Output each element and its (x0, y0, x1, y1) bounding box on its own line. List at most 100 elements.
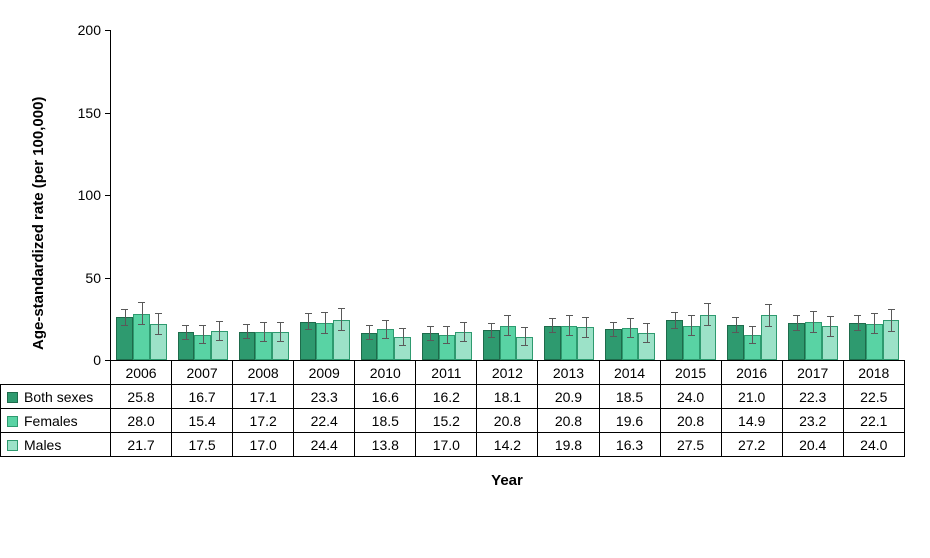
data-cell: 20.9 (538, 385, 599, 409)
year-group (844, 30, 905, 360)
bar-males (883, 320, 900, 360)
year-header: 2011 (416, 361, 477, 385)
y-tick-label: 200 (78, 22, 101, 38)
bar-both (116, 317, 133, 360)
data-cell: 13.8 (355, 433, 416, 457)
data-cell: 27.2 (721, 433, 782, 457)
data-cell: 19.6 (599, 409, 660, 433)
year-header: 2009 (294, 361, 355, 385)
year-group (233, 30, 294, 360)
data-cell: 24.0 (843, 433, 904, 457)
bar-males (272, 332, 289, 360)
table-row: Both sexes25.816.717.123.316.616.218.120… (1, 385, 905, 409)
year-header: 2007 (172, 361, 233, 385)
data-cell: 20.8 (538, 409, 599, 433)
year-group (661, 30, 722, 360)
bar-females (805, 322, 822, 360)
series-rowhead: Females (1, 409, 111, 433)
data-cell: 19.8 (538, 433, 599, 457)
data-cell: 23.3 (294, 385, 355, 409)
data-cell: 18.5 (599, 385, 660, 409)
data-cell: 23.2 (782, 409, 843, 433)
data-cell: 17.2 (233, 409, 294, 433)
year-header: 2015 (660, 361, 721, 385)
bar-males (333, 320, 350, 360)
data-cell: 25.8 (111, 385, 172, 409)
data-cell: 18.1 (477, 385, 538, 409)
chart-container: 050100150200Age-standardized rate (per 1… (0, 0, 930, 558)
bar-females (316, 323, 333, 360)
bar-females (194, 335, 211, 360)
year-group (111, 30, 172, 360)
data-cell: 16.7 (172, 385, 233, 409)
year-group (477, 30, 538, 360)
y-tick-label: 150 (78, 105, 101, 121)
data-cell: 15.4 (172, 409, 233, 433)
y-tick-label: 100 (78, 187, 101, 203)
bar-both (361, 333, 378, 360)
table-row: Females28.015.417.222.418.515.220.820.81… (1, 409, 905, 433)
data-cell: 21.7 (111, 433, 172, 457)
bar-both (483, 330, 500, 360)
year-header: 2008 (233, 361, 294, 385)
data-cell: 15.2 (416, 409, 477, 433)
bar-both (544, 326, 561, 360)
bar-males (455, 332, 472, 360)
year-group (172, 30, 233, 360)
bar-females (622, 328, 639, 360)
legend-swatch-icon (7, 416, 18, 427)
data-cell: 22.4 (294, 409, 355, 433)
year-header: 2010 (355, 361, 416, 385)
year-group (722, 30, 783, 360)
series-label: Females (24, 413, 78, 429)
series-rowhead: Both sexes (1, 385, 111, 409)
bar-males (822, 326, 839, 360)
data-cell: 16.2 (416, 385, 477, 409)
bar-both (300, 322, 317, 360)
bar-females (561, 326, 578, 360)
data-cell: 28.0 (111, 409, 172, 433)
bar-both (727, 325, 744, 360)
bar-both (605, 329, 622, 360)
data-cell: 21.0 (721, 385, 782, 409)
year-group (783, 30, 844, 360)
table-row: Males21.717.517.024.413.817.014.219.816.… (1, 433, 905, 457)
bar-females (133, 314, 150, 360)
year-header: 2012 (477, 361, 538, 385)
bar-females (683, 326, 700, 360)
data-table: 2006200720082009201020112012201320142015… (0, 360, 905, 457)
bar-females (439, 335, 456, 360)
year-header: 2018 (843, 361, 904, 385)
year-group (539, 30, 600, 360)
year-header: 2014 (599, 361, 660, 385)
x-axis-title: Year (110, 472, 904, 489)
data-cell: 20.4 (782, 433, 843, 457)
year-group (416, 30, 477, 360)
bar-females (866, 324, 883, 360)
data-cell: 20.8 (477, 409, 538, 433)
data-cell: 20.8 (660, 409, 721, 433)
year-group (294, 30, 355, 360)
data-cell: 27.5 (660, 433, 721, 457)
y-axis-title: Age-standardized rate (per 100,000) (30, 20, 47, 350)
data-cell: 24.4 (294, 433, 355, 457)
series-label: Both sexes (24, 389, 93, 405)
data-cell: 22.3 (782, 385, 843, 409)
data-cell: 17.0 (233, 433, 294, 457)
data-cell: 17.1 (233, 385, 294, 409)
data-cell: 22.1 (843, 409, 904, 433)
year-header: 2006 (111, 361, 172, 385)
bar-both (422, 333, 439, 360)
bar-both (788, 323, 805, 360)
table-corner (1, 361, 111, 385)
bar-males (638, 333, 655, 360)
bar-males (211, 331, 228, 360)
data-cell: 24.0 (660, 385, 721, 409)
data-cell: 16.3 (599, 433, 660, 457)
bar-males (150, 324, 167, 360)
year-header: 2016 (721, 361, 782, 385)
bar-males (394, 337, 411, 360)
year-header: 2017 (782, 361, 843, 385)
bar-both (849, 323, 866, 360)
y-tick-label: 50 (85, 270, 101, 286)
